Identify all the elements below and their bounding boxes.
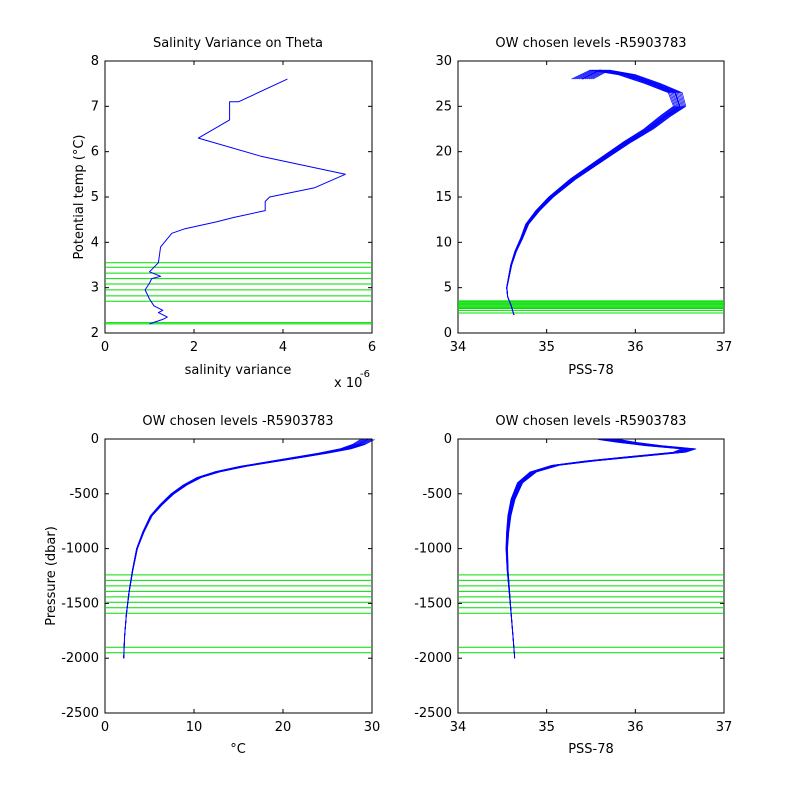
panel-pressure-temperature: 0 10 20 30 -2500 -2000 -1500 -1000 -500 0 OW cho… (44, 414, 380, 757)
profile-line-11 (507, 439, 697, 659)
x-ticks: 0 10 20 30 (101, 439, 380, 735)
x-tick-label: 36 (627, 340, 644, 355)
y-ticks: -2500 -2000 -1500 -1000 -500 0 (414, 432, 724, 721)
x-tick-label: 34 (450, 720, 467, 735)
x-axis-title: °C (230, 742, 246, 757)
x-tick-label: 6 (368, 340, 376, 355)
x-tick-label: 35 (538, 720, 555, 735)
x-tick-label: 37 (716, 340, 733, 355)
x-tick-label: 30 (364, 720, 381, 735)
y-axis-title: Potential temp (°C) (72, 135, 87, 260)
y-tick-label: 0 (91, 432, 99, 447)
y-tick-label: -2500 (414, 706, 452, 721)
chart-title: Salinity Variance on Theta (153, 36, 323, 51)
y-tick-label: -1500 (61, 596, 99, 611)
y-tick-label: 30 (435, 54, 452, 69)
series-line-0 (144, 78, 346, 325)
chart-title: OW chosen levels -R5903783 (495, 36, 686, 51)
x-axis-title: PSS-78 (568, 742, 614, 757)
axes-frame (457, 438, 725, 714)
x-exponent-label: x 10 (334, 376, 362, 391)
y-tick-label: 7 (91, 99, 99, 114)
x-tick-label: 10 (186, 720, 203, 735)
y-ticks: -2500 -2000 -1500 -1000 -500 0 (61, 432, 372, 721)
x-tick-label: 34 (450, 340, 467, 355)
x-tick-label: 2 (190, 340, 198, 355)
x-tick-label: 20 (275, 720, 292, 735)
y-axis-title: Pressure (dbar) (44, 526, 59, 626)
y-tick-label: 2 (91, 326, 99, 341)
x-ticks: 34 35 36 37 (450, 61, 733, 355)
profile-line-11 (123, 439, 375, 659)
chosen-levels (458, 300, 724, 314)
y-tick-label: -2500 (61, 706, 99, 721)
x-tick-label: 4 (279, 340, 287, 355)
x-tick-label: 0 (101, 720, 109, 735)
chosen-levels (458, 574, 724, 654)
y-tick-label: 0 (444, 432, 452, 447)
y-tick-label: -500 (422, 487, 452, 502)
y-tick-label: -1500 (414, 596, 452, 611)
y-tick-label: 6 (91, 145, 99, 160)
y-tick-label: 15 (435, 190, 452, 205)
x-ticks: 0 2 4 6 (101, 61, 376, 355)
y-tick-label: 10 (435, 235, 452, 250)
y-ticks: 2 3 4 5 6 7 8 (91, 54, 372, 341)
panel-theta-salinity: 34 35 36 37 0 5 10 15 20 25 30 OW chosen levels -… (435, 36, 732, 378)
x-exponent-power: -6 (360, 369, 370, 380)
axes-frame (104, 438, 373, 714)
y-tick-label: 5 (444, 281, 452, 296)
y-tick-label: 8 (91, 54, 99, 69)
profile-line-11 (506, 69, 687, 315)
x-tick-label: 36 (627, 720, 644, 735)
data-series (123, 439, 375, 659)
x-axis-title: salinity variance (185, 363, 292, 378)
x-ticks: 34 35 36 37 (450, 439, 733, 735)
y-tick-label: 3 (91, 281, 99, 296)
y-tick-label: 20 (435, 145, 452, 160)
chosen-levels (105, 262, 372, 325)
y-tick-label: 0 (444, 326, 452, 341)
data-series (505, 439, 697, 659)
y-tick-label: -2000 (414, 651, 452, 666)
y-tick-label: -500 (69, 487, 99, 502)
x-tick-label: 35 (538, 340, 555, 355)
y-tick-label: 5 (91, 190, 99, 205)
chart-title: OW chosen levels -R5903783 (142, 414, 333, 429)
y-tick-label: 25 (435, 99, 452, 114)
data-series (506, 69, 687, 316)
chart-title: OW chosen levels -R5903783 (495, 414, 686, 429)
x-tick-label: 0 (101, 340, 109, 355)
y-ticks: 0 5 10 15 20 25 30 (435, 54, 724, 341)
data-series (144, 78, 346, 325)
chosen-levels (105, 574, 372, 654)
y-tick-label: -1000 (414, 542, 452, 557)
x-axis-title: PSS-78 (568, 363, 614, 378)
panel-pressure-salinity: 34 35 36 37 -2500 -2000 -1500 -1000 -500 0 OW ch… (414, 414, 732, 757)
y-tick-label: -1000 (61, 542, 99, 557)
y-tick-label: -2000 (61, 651, 99, 666)
x-tick-label: 37 (716, 720, 733, 735)
y-tick-label: 4 (91, 235, 99, 250)
